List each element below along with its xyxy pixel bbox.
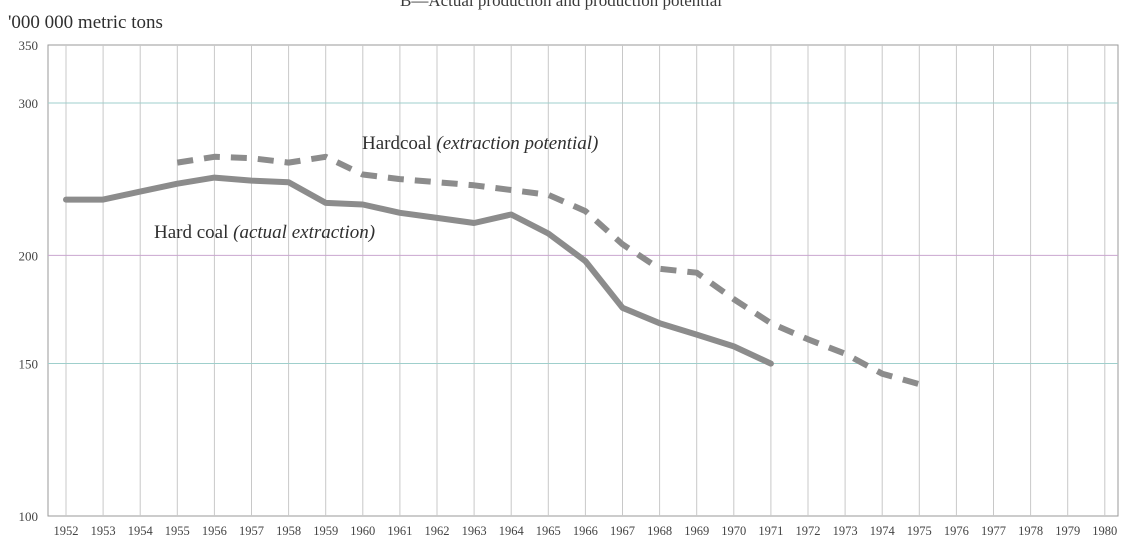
x-tick-label: 1962 [425, 524, 450, 538]
annotation-actual-paren: (actual extraction) [233, 222, 376, 243]
x-tick-label: 1954 [128, 524, 154, 538]
x-tick-label: 1969 [684, 524, 709, 538]
x-tick-label: 1970 [721, 524, 746, 538]
plot-frame [47, 44, 1119, 517]
x-tick-label: 1979 [1055, 524, 1080, 538]
x-tick-label: 1966 [573, 524, 598, 538]
x-tick-label: 1977 [981, 524, 1006, 538]
x-tick-label: 1973 [833, 524, 858, 538]
x-tick-label: 1961 [387, 524, 412, 538]
x-tick-label: 1967 [610, 524, 635, 538]
x-tick-label: 1968 [647, 524, 672, 538]
chart-subtitle: B—Actual production and production poten… [400, 0, 722, 10]
x-tick-label: 1958 [276, 524, 301, 538]
y-axis-unit-label: '000 000 metric tons [8, 12, 163, 33]
series-line-actual-extraction [63, 174, 774, 367]
y-tick-label: 300 [19, 96, 39, 111]
annotation-actual-main: Hard coal [154, 222, 229, 243]
x-tick-label: 1960 [350, 524, 375, 538]
annotation-potential-paren: (extraction potential) [436, 133, 599, 154]
y-tick-label: 100 [19, 509, 39, 524]
x-tick-label: 1974 [870, 524, 896, 538]
x-tick-label: 1955 [165, 524, 190, 538]
x-tick-label: 1957 [239, 524, 264, 538]
x-tick-label: 1952 [54, 524, 79, 538]
x-tick-label: 1959 [313, 524, 338, 538]
x-tick-label: 1972 [796, 524, 821, 538]
x-tick-label: 1953 [91, 524, 116, 538]
x-tick-label: 1971 [758, 524, 783, 538]
x-tick-label: 1964 [499, 524, 525, 538]
x-tick-label: 1980 [1092, 524, 1117, 538]
x-tick-label: 1956 [202, 524, 227, 538]
x-tick-label: 1976 [944, 524, 969, 538]
annotation-extraction-potential: Hardcoal (extraction potential) [362, 133, 598, 155]
x-tick-label: 1975 [907, 524, 932, 538]
annotation-actual-extraction: Hard coal (actual extraction) [154, 222, 375, 244]
y-tick-label: 200 [19, 248, 39, 263]
x-tick-label: 1965 [536, 524, 561, 538]
annotation-potential-main: Hardcoal [362, 133, 432, 154]
y-tick-label: 150 [19, 357, 39, 372]
x-tick-label: 1963 [462, 524, 487, 538]
x-tick-label: 1978 [1018, 524, 1043, 538]
y-tick-label: 350 [19, 38, 39, 53]
